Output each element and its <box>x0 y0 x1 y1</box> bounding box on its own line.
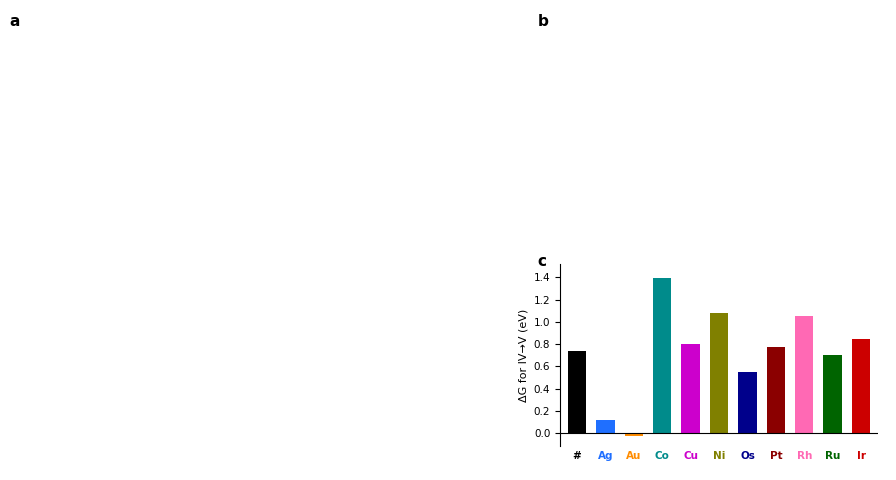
Text: c: c <box>538 254 547 269</box>
Bar <box>653 278 671 433</box>
Bar <box>682 344 700 433</box>
Bar <box>823 355 842 433</box>
Bar <box>710 313 728 433</box>
Bar <box>767 348 785 433</box>
Bar <box>596 420 615 433</box>
Bar <box>795 316 814 433</box>
Bar <box>568 351 586 433</box>
Y-axis label: ΔG for IV→V (eV): ΔG for IV→V (eV) <box>518 309 528 402</box>
Bar <box>852 338 870 433</box>
Bar <box>738 372 756 433</box>
Bar <box>625 433 643 436</box>
Text: a: a <box>9 14 20 29</box>
Text: b: b <box>538 14 548 29</box>
